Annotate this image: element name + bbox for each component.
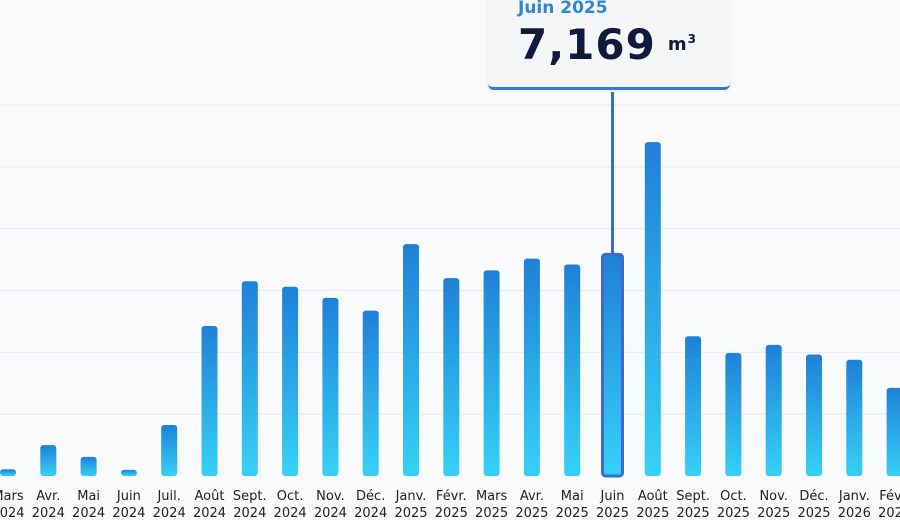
x-tick-month: Févr. xyxy=(436,489,467,504)
bar[interactable] xyxy=(765,344,782,476)
x-tick-month: Oct. xyxy=(720,489,747,504)
tooltip-month: Juin 2025 xyxy=(518,0,608,18)
x-tick-month: Oct. xyxy=(277,489,304,504)
bar-selected[interactable] xyxy=(601,252,624,478)
bar[interactable] xyxy=(80,456,97,476)
x-tick-year: 2025 xyxy=(797,506,830,520)
bar[interactable] xyxy=(241,281,258,476)
tooltip-unit-base: m xyxy=(667,34,687,55)
x-tick-month: Nov. xyxy=(759,489,788,504)
x-tick-month: Sept. xyxy=(233,489,267,504)
x-tick-month: Mars xyxy=(0,489,24,504)
x-tick-month: Déc. xyxy=(356,489,385,504)
value-tooltip: Juin 2025 7,169 m3 xyxy=(488,0,730,90)
bar[interactable] xyxy=(403,244,419,476)
bar[interactable] xyxy=(120,469,137,476)
bar[interactable] xyxy=(0,469,16,476)
x-tick-month: Août xyxy=(195,489,225,504)
x-tick-month: Avr. xyxy=(36,489,60,504)
x-tick-month: Juil. xyxy=(156,489,180,504)
bar[interactable] xyxy=(685,336,702,476)
x-tick-year: 2025 xyxy=(717,506,750,520)
x-tick-year: 2024 xyxy=(274,506,307,520)
x-tick-year: 2024 xyxy=(314,506,347,520)
bar[interactable] xyxy=(362,310,379,476)
tooltip-value: 7,169 xyxy=(518,20,656,69)
x-tick-year: 2026 xyxy=(878,506,900,520)
x-tick-year: 2025 xyxy=(636,506,669,520)
bars xyxy=(0,142,900,478)
bar[interactable] xyxy=(282,286,299,476)
x-tick-year: 2025 xyxy=(677,506,710,520)
x-tick-year: 2024 xyxy=(112,506,145,520)
x-tick-year: 2025 xyxy=(556,506,589,520)
tooltip-unit-exponent: 3 xyxy=(687,32,696,46)
bar[interactable] xyxy=(40,445,57,476)
x-tick-month: Juin xyxy=(116,489,141,504)
x-tick-month: Mai xyxy=(77,489,100,504)
x-tick-year: 2025 xyxy=(515,506,548,520)
x-tick-year: 2025 xyxy=(394,506,427,520)
x-tick-year: 2024 xyxy=(32,506,65,520)
x-tick-month: Janv. xyxy=(395,489,427,504)
x-tick-month: Sept. xyxy=(676,489,710,504)
x-tick-month: Août xyxy=(638,489,668,504)
bar[interactable] xyxy=(725,352,742,476)
x-tick-year: 2024 xyxy=(193,506,226,520)
x-tick-month: Nov. xyxy=(316,489,345,504)
x-tick-year: 2024 xyxy=(72,506,105,520)
x-tick-month: Janv. xyxy=(838,489,870,504)
x-tick-year: 2024 xyxy=(0,506,25,520)
x-tick-month: Mai xyxy=(561,489,584,504)
x-tick-month: Avr. xyxy=(520,489,544,504)
bar[interactable] xyxy=(161,424,178,476)
x-tick-month: Déc. xyxy=(799,489,828,504)
x-tick-year: 2024 xyxy=(354,506,387,520)
x-tick-year: 2024 xyxy=(233,506,266,520)
bar[interactable] xyxy=(564,264,581,476)
x-tick-month: Févr. xyxy=(879,489,900,504)
x-tick-year: 2025 xyxy=(435,506,468,520)
bar[interactable] xyxy=(523,258,540,476)
bar[interactable] xyxy=(806,354,822,476)
x-axis-labels: Mars 2024 Avr. 2024 Mai 2024 Juin 2024 Juil. 2024… xyxy=(0,489,900,520)
x-tick-month: Juin xyxy=(600,489,625,504)
x-tick-month: Mars xyxy=(476,489,508,504)
bar[interactable] xyxy=(443,278,460,476)
bar[interactable] xyxy=(322,297,339,476)
x-tick-year: 2026 xyxy=(838,506,871,520)
tooltip-value-row: 7,169 m3 xyxy=(518,20,696,70)
bar[interactable] xyxy=(846,359,863,476)
bar[interactable] xyxy=(201,326,218,476)
x-tick-year: 2024 xyxy=(153,506,186,520)
bar[interactable] xyxy=(886,387,900,476)
bar[interactable] xyxy=(483,270,500,476)
x-tick-year: 2025 xyxy=(757,506,790,520)
bar[interactable] xyxy=(644,142,661,476)
x-tick-year: 2025 xyxy=(475,506,508,520)
tooltip-unit: m3 xyxy=(668,32,696,55)
x-tick-year: 2025 xyxy=(596,506,629,520)
